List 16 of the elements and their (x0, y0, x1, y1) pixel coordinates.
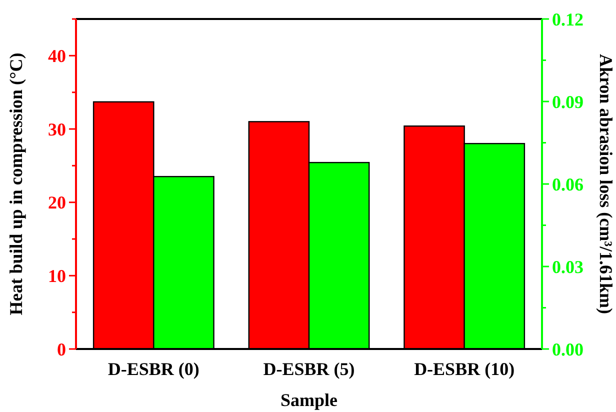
y2-tick-label: 0.03 (552, 256, 584, 277)
x-tick-label: D-ESBR (5) (263, 359, 355, 379)
x-tick-label: D-ESBR (0) (108, 359, 200, 379)
x-axis-title: Sample (280, 390, 338, 410)
y-tick-label: 10 (48, 266, 66, 286)
y2-tick-label: 0.09 (552, 92, 584, 112)
y-tick-label: 20 (48, 192, 66, 213)
y-axis-title: Heat build up in compression (°C) (6, 52, 26, 316)
x-tick-label: D-ESBR (10) (414, 359, 515, 379)
y2-axis-title: Akron abrasion loss (cm³/1.61km) (596, 54, 616, 314)
y-tick-label: 30 (48, 119, 66, 140)
y-tick-label: 0 (57, 339, 66, 360)
y2-tick-label: 0.06 (552, 174, 584, 194)
y2-tick-label: 0.12 (552, 9, 584, 30)
y2-tick-label: 0.00 (552, 339, 584, 360)
y-tick-label: 40 (48, 46, 66, 66)
